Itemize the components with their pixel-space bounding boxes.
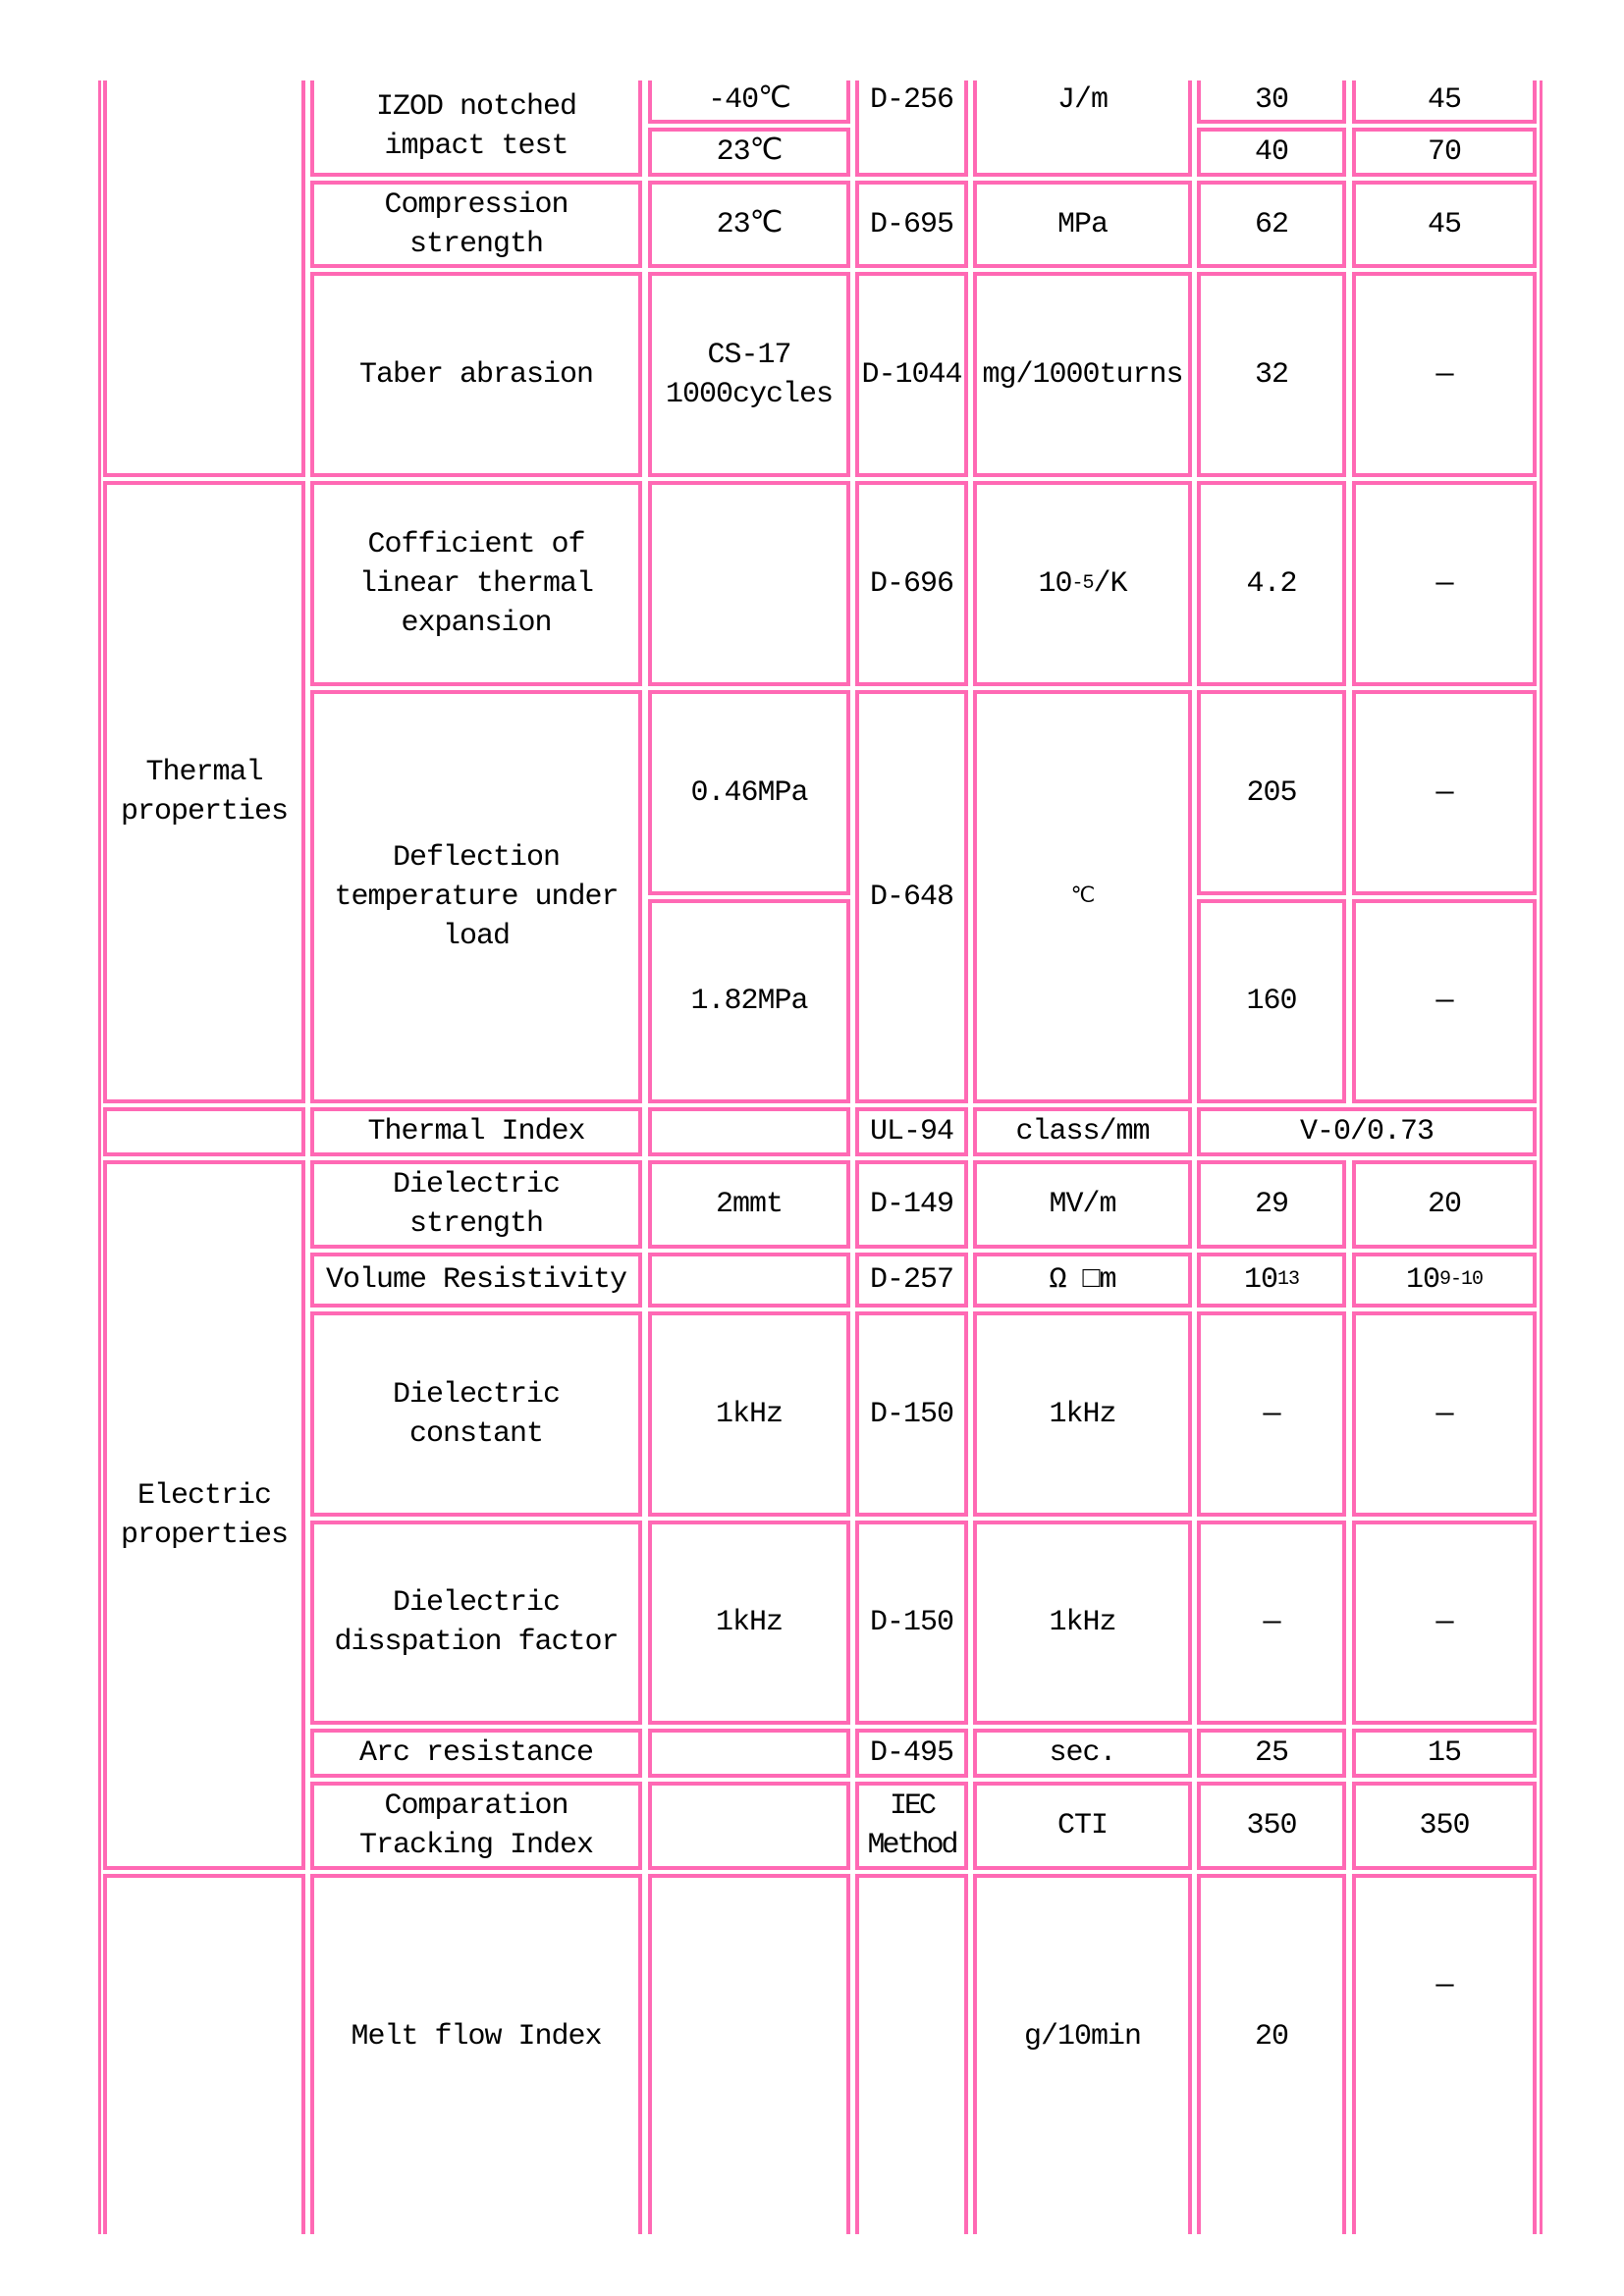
condition-cell	[648, 481, 850, 686]
condition-cell	[648, 1107, 850, 1156]
property-dissipation-factor: Dielectric disspation factor	[310, 1521, 642, 1725]
method-cell: D-256	[855, 80, 968, 177]
condition-cell: 23℃	[648, 181, 850, 268]
group-cell	[103, 1107, 305, 1156]
value2-cell: 350	[1352, 1782, 1537, 1870]
method-cell: D-149	[855, 1160, 968, 1249]
method-cell: IEC Method	[855, 1782, 968, 1870]
unit-cell: class/mm	[973, 1107, 1192, 1156]
value1-cell: 20	[1197, 1874, 1346, 2234]
value2-cell: 70	[1352, 128, 1537, 177]
condition-cell: 2mmt	[648, 1160, 850, 1249]
outer-left-line	[98, 80, 101, 2234]
value1-cell: 160	[1197, 899, 1346, 1103]
property-arc-resistance: Arc resistance	[310, 1729, 642, 1778]
value-merged-cell: V-0/0.73	[1197, 1107, 1537, 1156]
value2-cell: —	[1352, 481, 1537, 686]
property-taber: Taber abrasion	[310, 272, 642, 477]
group-electric: Electric properties	[103, 1160, 305, 1870]
value2-cell: —	[1352, 1521, 1537, 1725]
value1-cell: 29	[1197, 1160, 1346, 1249]
unit-cell: mg/1000turns	[973, 272, 1192, 477]
value2-cell: 20	[1352, 1160, 1537, 1249]
property-deflection: Deflection temperature under load	[310, 690, 642, 1103]
value1-cell: 4.2	[1197, 481, 1346, 686]
method-cell: D-150	[855, 1521, 968, 1725]
method-cell: UL-94	[855, 1107, 968, 1156]
condition-cell	[648, 1253, 850, 1308]
value2-cell: 15	[1352, 1729, 1537, 1778]
unit-base: 10	[1038, 566, 1072, 601]
condition-cell: 0.46MPa	[648, 690, 850, 895]
method-cell: D-1044	[855, 272, 968, 477]
condition-cell: 1kHz	[648, 1311, 850, 1517]
value-base: 10	[1243, 1263, 1278, 1297]
method-text: D-256	[869, 83, 954, 117]
unit-cell: MPa	[973, 181, 1192, 268]
unit-cell: sec.	[973, 1729, 1192, 1778]
value2-cell: —	[1352, 1311, 1537, 1517]
unit-cell: ℃	[973, 690, 1192, 1103]
condition-cell: 1kHz	[648, 1521, 850, 1725]
value2-cell: —	[1352, 272, 1537, 477]
value1-cell: 10 13	[1197, 1253, 1346, 1308]
property-volume-resistivity: Volume Resistivity	[310, 1253, 642, 1308]
value1-cell: —	[1197, 1311, 1346, 1517]
method-cell: D-257	[855, 1253, 968, 1308]
value2-cell: —	[1352, 899, 1537, 1103]
value2-cell: 45	[1352, 181, 1537, 268]
value1-cell: 40	[1197, 128, 1346, 177]
property-compression: Compression strength	[310, 181, 642, 268]
condition-cell	[648, 1729, 850, 1778]
property-melt-flow: Melt flow Index	[310, 1874, 642, 2234]
property-cti: Comparation Tracking Index	[310, 1782, 642, 1870]
condition-cell: -40℃	[648, 80, 850, 124]
value2-cell: 45	[1352, 80, 1537, 124]
method-cell: D-696	[855, 481, 968, 686]
value1-cell: 205	[1197, 690, 1346, 895]
value1-cell: 350	[1197, 1782, 1346, 1870]
condition-cell	[648, 1874, 850, 2234]
property-izod: IZOD notched impact test	[310, 80, 642, 177]
outer-right-line	[1540, 80, 1543, 2234]
condition-cell: CS-17 1000cycles	[648, 272, 850, 477]
value1-cell: 25	[1197, 1729, 1346, 1778]
value1-cell: 32	[1197, 272, 1346, 477]
unit-cell: J/m	[973, 80, 1192, 177]
property-thermal-index: Thermal Index	[310, 1107, 642, 1156]
unit-text: J/m	[1056, 83, 1109, 117]
value2-cell: —	[1352, 1874, 1537, 2234]
value2-cell: 10 9-10	[1352, 1253, 1537, 1308]
value2-cell: —	[1352, 690, 1537, 895]
condition-cell: 23℃	[648, 128, 850, 177]
property-cte: Cofficient of linear thermal expansion	[310, 481, 642, 686]
value1-cell: 62	[1197, 181, 1346, 268]
method-cell: D-648	[855, 690, 968, 1103]
method-cell: D-495	[855, 1729, 968, 1778]
unit-cell: MV/m	[973, 1160, 1192, 1249]
method-cell: D-695	[855, 181, 968, 268]
unit-rest: /K	[1093, 566, 1128, 601]
condition-cell: 1.82MPa	[648, 899, 850, 1103]
group-cell	[103, 80, 305, 477]
unit-cell: CTI	[973, 1782, 1192, 1870]
group-cell	[103, 1874, 305, 2234]
method-cell	[855, 1874, 968, 2234]
value1-cell: —	[1197, 1521, 1346, 1725]
value-base: 10	[1405, 1263, 1440, 1297]
condition-cell	[648, 1782, 850, 1870]
value1-cell: 30	[1197, 80, 1346, 124]
unit-cell: g/10min	[973, 1874, 1192, 2234]
unit-cell: 1kHz	[973, 1521, 1192, 1725]
property-dielectric-strength: Dielectric strength	[310, 1160, 642, 1249]
unit-cell: 1kHz	[973, 1311, 1192, 1517]
unit-cell: 10 -5/K	[973, 481, 1192, 686]
property-dielectric-constant: Dielectric constant	[310, 1311, 642, 1517]
group-thermal: Thermal properties	[103, 481, 305, 1103]
unit-cell: Ω □m	[973, 1253, 1192, 1308]
method-cell: D-150	[855, 1311, 968, 1517]
